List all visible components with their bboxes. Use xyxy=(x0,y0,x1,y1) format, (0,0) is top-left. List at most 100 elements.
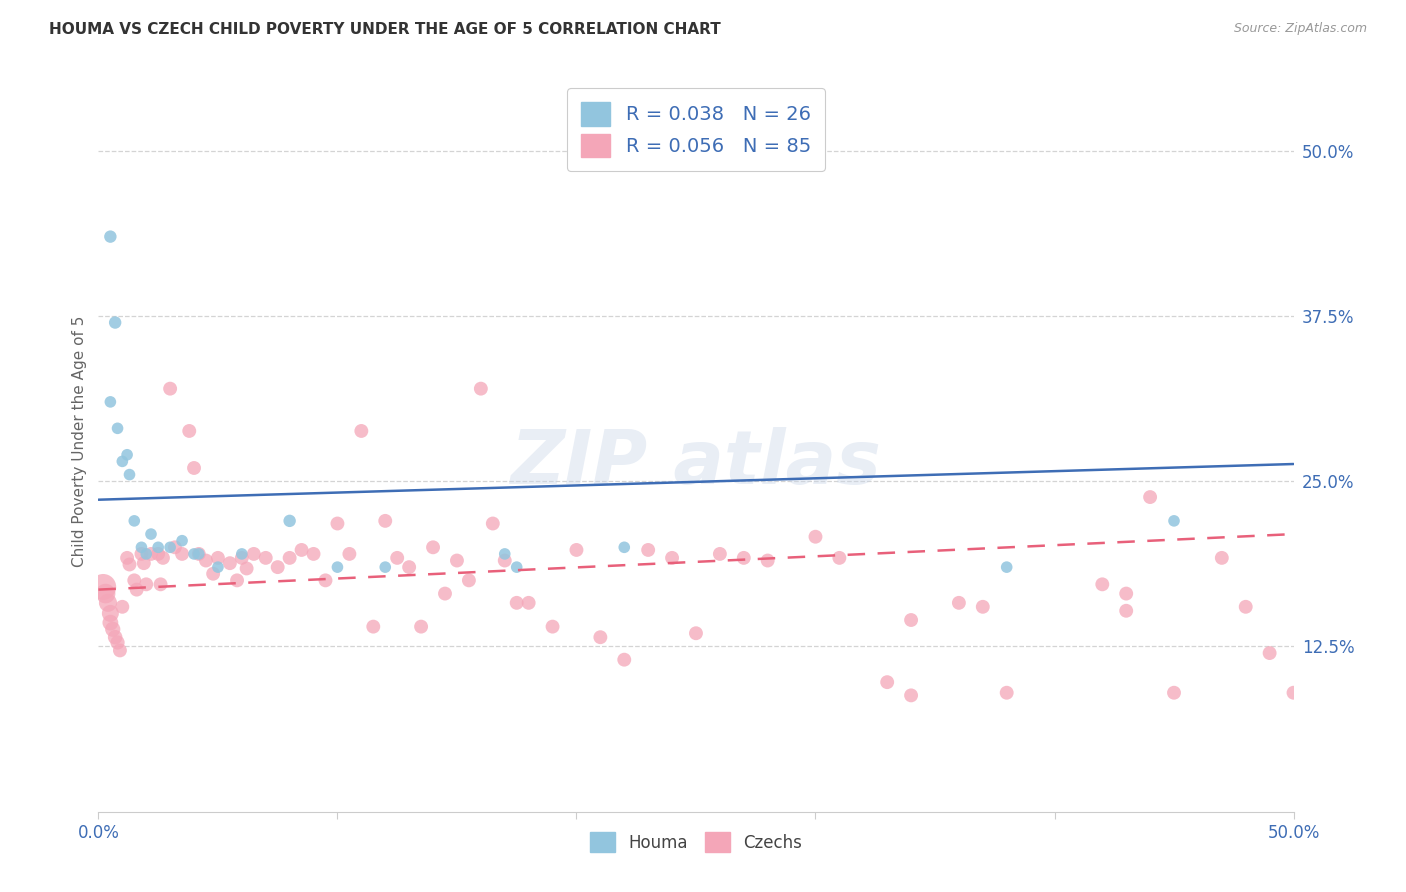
Point xyxy=(101,622,124,636)
Point xyxy=(709,547,731,561)
Point xyxy=(1211,550,1233,565)
Point xyxy=(243,547,266,561)
Point xyxy=(111,599,134,614)
Point xyxy=(1258,646,1281,660)
Point xyxy=(231,550,253,565)
Point xyxy=(637,543,659,558)
Point xyxy=(900,613,922,627)
Point xyxy=(98,615,122,630)
Point xyxy=(995,560,1018,574)
Point xyxy=(411,619,433,633)
Point xyxy=(589,630,612,644)
Point xyxy=(291,543,314,558)
Point xyxy=(125,582,148,597)
Point xyxy=(434,586,457,600)
Point xyxy=(315,574,337,588)
Point xyxy=(458,574,481,588)
Point xyxy=(685,626,707,640)
Point xyxy=(111,454,134,468)
Point xyxy=(172,547,194,561)
Point xyxy=(187,547,209,561)
Point xyxy=(97,596,120,610)
Point xyxy=(302,547,325,561)
Point xyxy=(494,547,516,561)
Point xyxy=(195,553,218,567)
Point xyxy=(398,560,420,574)
Point xyxy=(446,553,468,567)
Legend: Houma, Czechs: Houma, Czechs xyxy=(583,825,808,859)
Text: ZIP atlas: ZIP atlas xyxy=(510,427,882,500)
Point xyxy=(159,382,181,396)
Point xyxy=(139,527,162,541)
Point xyxy=(828,550,851,565)
Point xyxy=(148,547,170,561)
Point xyxy=(613,541,636,555)
Point xyxy=(107,421,129,435)
Point xyxy=(506,560,529,574)
Point xyxy=(541,619,564,633)
Point xyxy=(231,547,253,561)
Point xyxy=(326,516,349,531)
Point xyxy=(207,550,229,565)
Point xyxy=(135,577,157,591)
Point xyxy=(326,560,349,574)
Point xyxy=(1282,686,1305,700)
Point xyxy=(278,550,301,565)
Point xyxy=(226,574,249,588)
Point xyxy=(517,596,540,610)
Point xyxy=(661,550,683,565)
Point xyxy=(118,467,141,482)
Point xyxy=(149,577,172,591)
Text: Source: ZipAtlas.com: Source: ZipAtlas.com xyxy=(1233,22,1367,36)
Point xyxy=(202,566,225,581)
Point xyxy=(374,560,396,574)
Point xyxy=(172,533,194,548)
Point xyxy=(804,530,827,544)
Point xyxy=(733,550,755,565)
Point xyxy=(995,686,1018,700)
Point xyxy=(98,607,122,621)
Point xyxy=(139,547,162,561)
Point xyxy=(972,599,994,614)
Point xyxy=(207,560,229,574)
Point xyxy=(350,424,373,438)
Point xyxy=(131,547,153,561)
Point xyxy=(1139,490,1161,504)
Point xyxy=(179,424,201,438)
Point xyxy=(183,461,205,475)
Point xyxy=(1115,586,1137,600)
Point xyxy=(1234,599,1257,614)
Point xyxy=(107,635,129,649)
Point xyxy=(91,580,114,594)
Point xyxy=(363,619,385,633)
Point xyxy=(148,541,170,555)
Point xyxy=(135,547,157,561)
Point xyxy=(278,514,301,528)
Point xyxy=(1115,604,1137,618)
Point xyxy=(267,560,290,574)
Point xyxy=(339,547,361,561)
Point xyxy=(876,675,898,690)
Point xyxy=(506,596,529,610)
Point xyxy=(124,514,146,528)
Point xyxy=(159,541,181,555)
Point xyxy=(94,586,117,600)
Point xyxy=(132,556,155,570)
Point xyxy=(565,543,588,558)
Point xyxy=(115,448,138,462)
Point xyxy=(152,550,174,565)
Point xyxy=(124,574,146,588)
Point xyxy=(254,550,277,565)
Point xyxy=(1163,686,1185,700)
Point xyxy=(756,553,779,567)
Point xyxy=(1163,514,1185,528)
Point xyxy=(374,514,396,528)
Text: HOUMA VS CZECH CHILD POVERTY UNDER THE AGE OF 5 CORRELATION CHART: HOUMA VS CZECH CHILD POVERTY UNDER THE A… xyxy=(49,22,721,37)
Point xyxy=(235,561,257,575)
Point xyxy=(104,316,127,330)
Point xyxy=(187,547,209,561)
Point xyxy=(481,516,505,531)
Point xyxy=(219,556,242,570)
Point xyxy=(422,541,444,555)
Point xyxy=(108,643,131,657)
